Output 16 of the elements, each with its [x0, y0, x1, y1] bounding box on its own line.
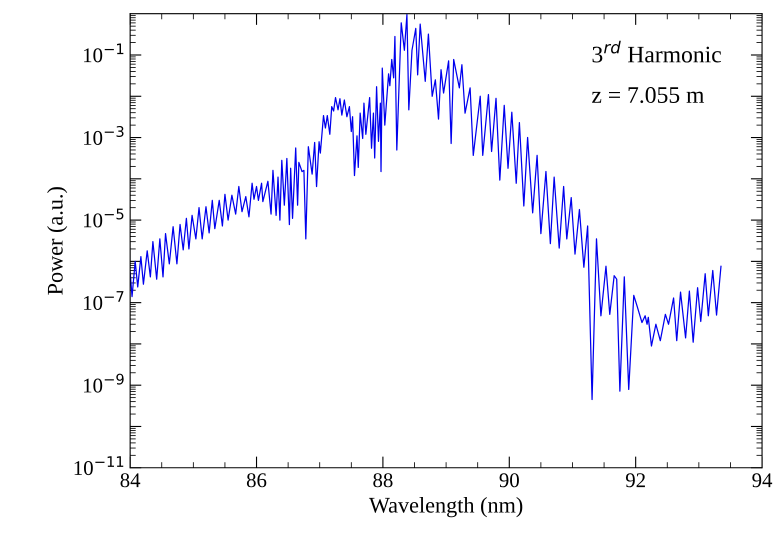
y-tick-label: 10$^{−3}$ — [84, 126, 124, 145]
x-tick-label: 92 — [626, 473, 645, 488]
x-axis-title: Wavelength (nm) — [368, 497, 522, 518]
y-tick-label: 10$^{−5}$ — [84, 208, 124, 228]
y-axis-title: Power (a.u.) — [47, 187, 68, 295]
x-tick-label: 94 — [752, 473, 772, 488]
y-tick-label: 10$^{−7}$ — [84, 291, 124, 310]
annotation: 3$^{rd}$ Harmonic — [592, 40, 721, 63]
x-tick-label: 90 — [500, 473, 519, 488]
x-tick-label: 86 — [246, 473, 266, 488]
y-tick-label: 10$^{−9}$ — [84, 374, 124, 393]
line-series — [130, 14, 722, 400]
x-tick-label: 88 — [373, 473, 393, 488]
y-tick-label: 10$^{−1}$ — [84, 44, 124, 62]
x-tick-label: 84 — [120, 473, 140, 488]
annotation: z = 7.055 m — [592, 87, 704, 104]
